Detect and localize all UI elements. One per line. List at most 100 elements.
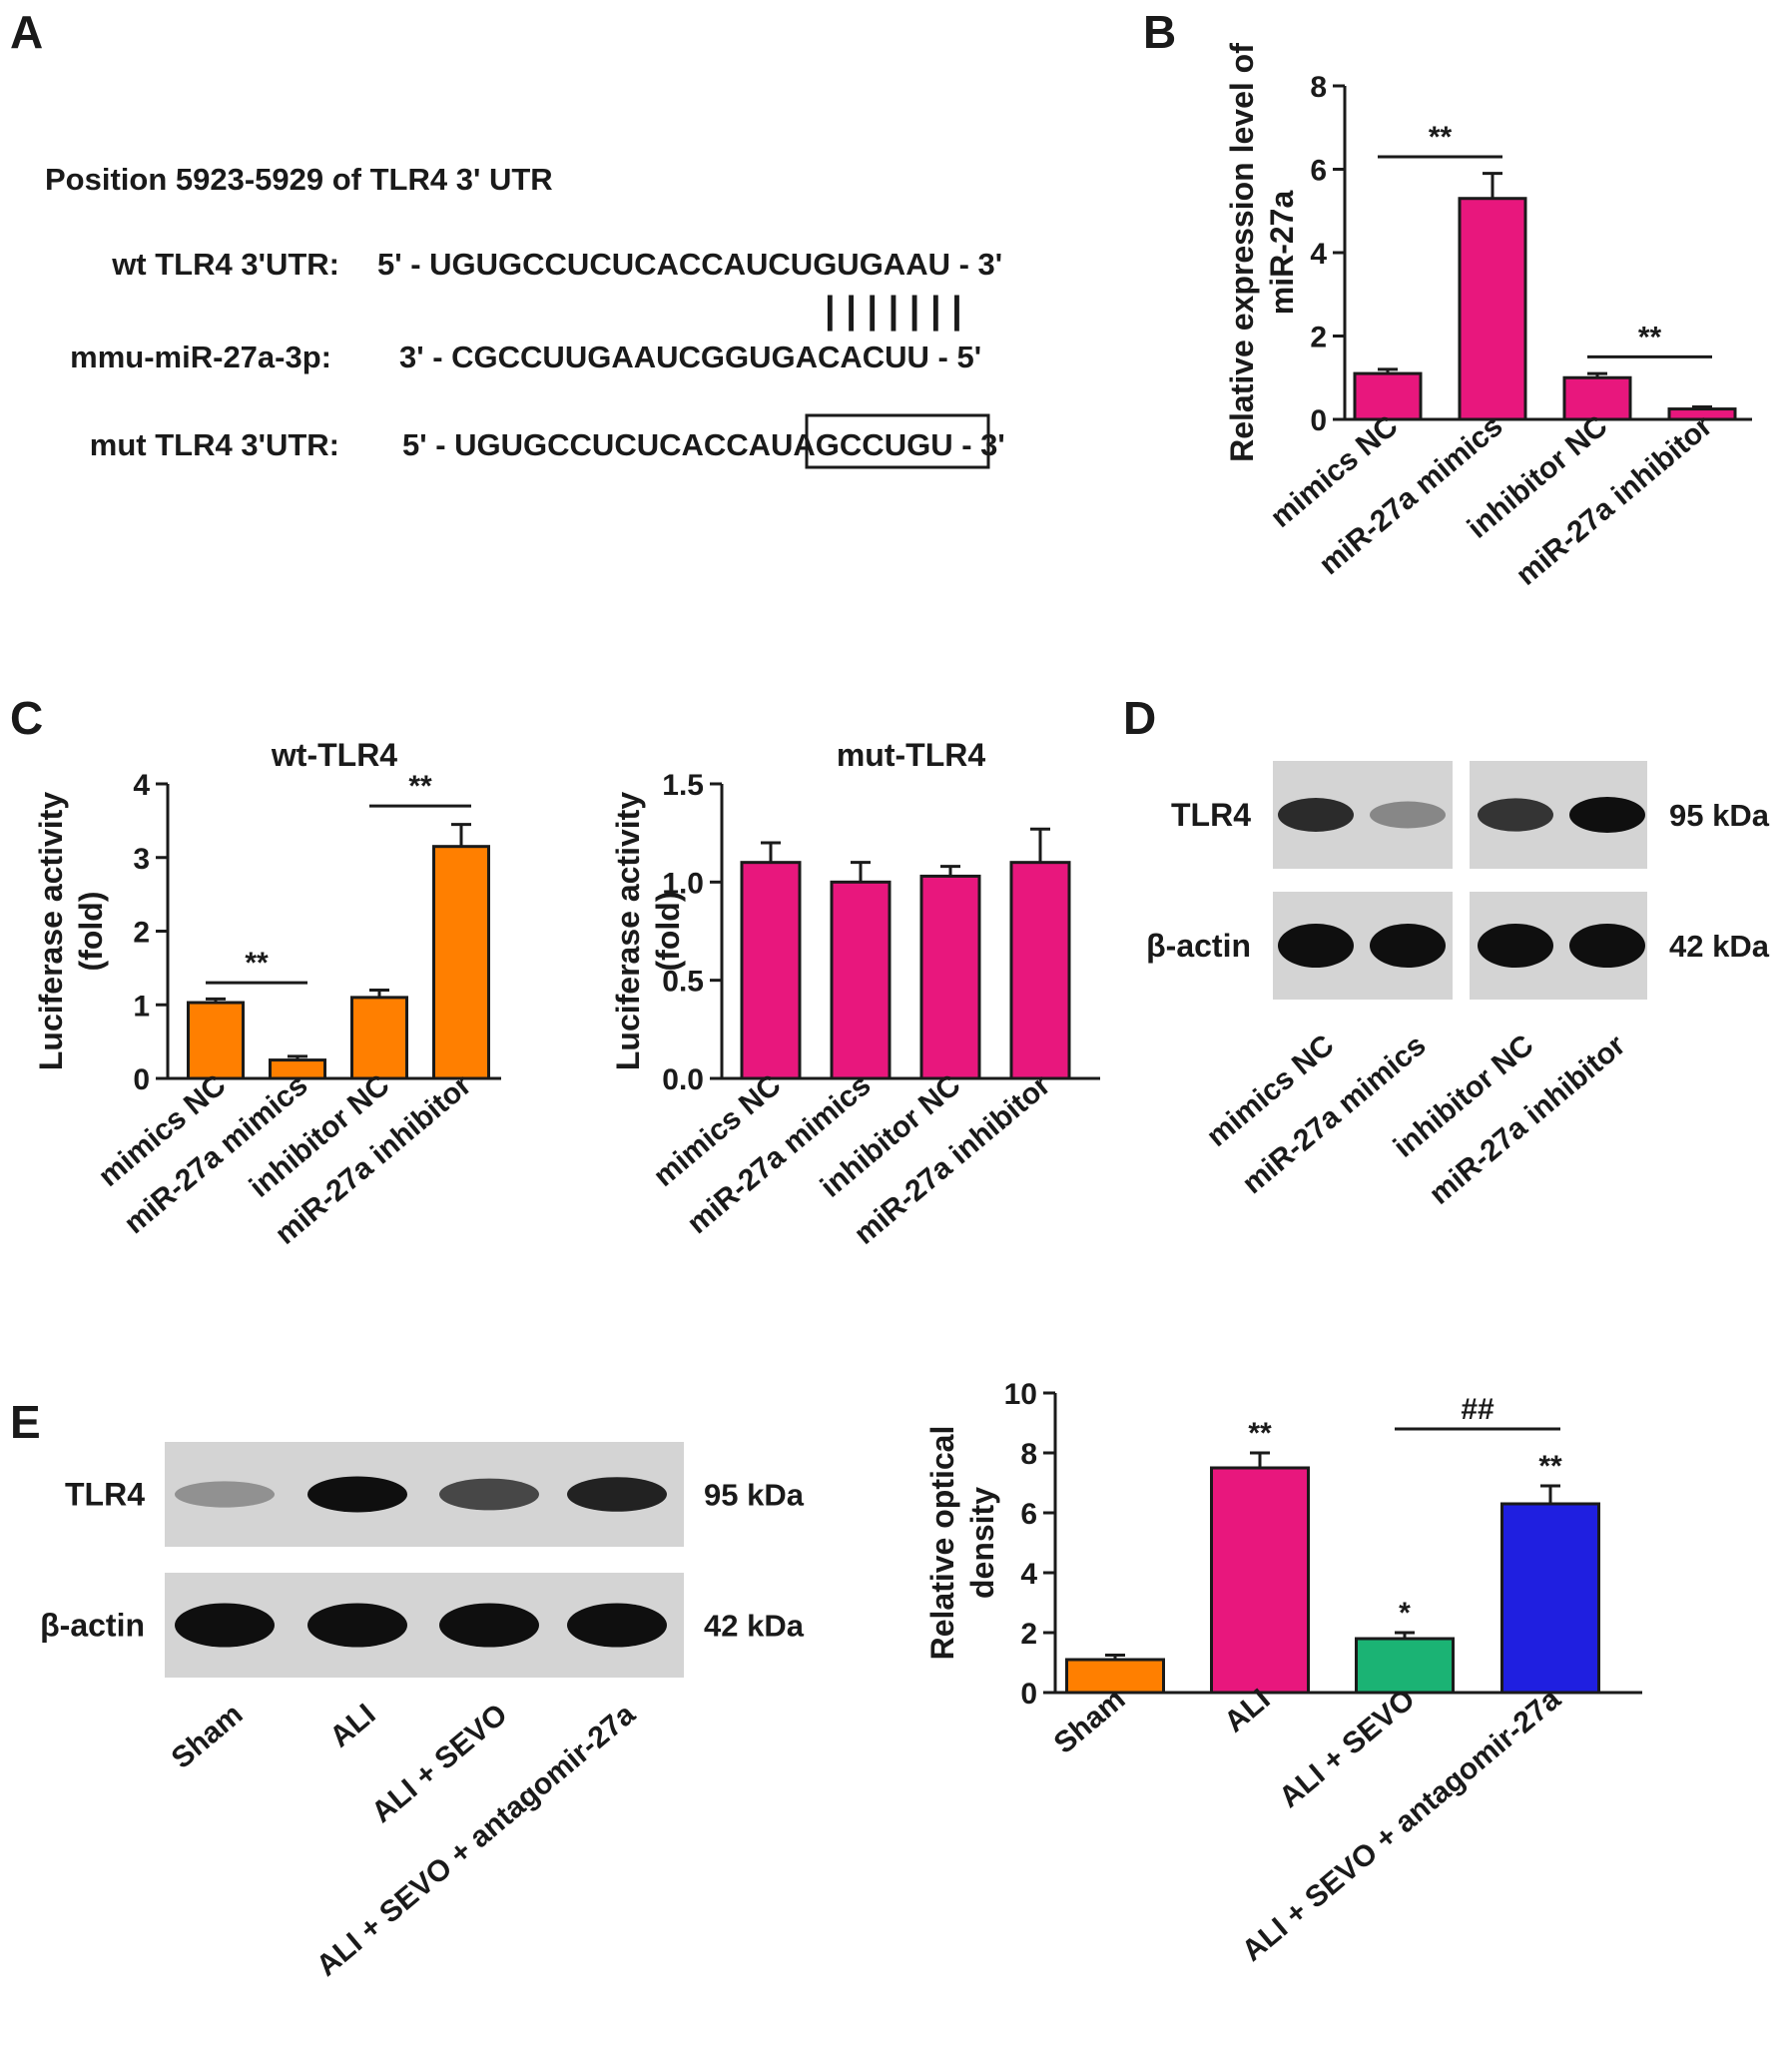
blot-band bbox=[1569, 924, 1645, 968]
blot-band bbox=[1370, 801, 1446, 829]
mirna-sequence: 3' - CGCCUUGAAUCGGUGACACUU - 5' bbox=[399, 340, 981, 374]
bar bbox=[1355, 1637, 1455, 1695]
y-axis-label: Relative expression level of miR-27a bbox=[1224, 43, 1300, 462]
blot-kda-label: 42 kDa bbox=[1669, 929, 1770, 964]
blot-row-label: β-actin bbox=[40, 1608, 145, 1644]
significance-label: ** bbox=[245, 947, 269, 980]
blot-band bbox=[175, 1603, 275, 1648]
blot-band bbox=[1370, 924, 1446, 968]
mut-sequence: 5' - UGUGCCUCUCACCAUAGCCUGU - 3' bbox=[402, 427, 1005, 462]
bar-significance-label: * bbox=[1399, 1597, 1411, 1630]
blot-lane-label: Sham bbox=[166, 1698, 250, 1775]
y-axis-label-line: density bbox=[964, 1487, 1000, 1599]
y-axis-label-line: (fold) bbox=[650, 892, 686, 972]
blot-kda-label: 95 kDa bbox=[1669, 798, 1770, 833]
y-tick-label: 6 bbox=[1310, 155, 1327, 188]
y-tick-label: 0 bbox=[133, 1063, 150, 1096]
bar bbox=[1562, 375, 1632, 421]
y-tick-label: 1.0 bbox=[662, 867, 704, 900]
panel-letter-d: D bbox=[1123, 692, 1156, 744]
blot-kda-label: 42 kDa bbox=[704, 1609, 805, 1644]
y-axis-label-line: Luciferase activity bbox=[33, 792, 69, 1070]
blot-row-label: TLR4 bbox=[65, 1477, 145, 1513]
mutation-box bbox=[805, 413, 990, 469]
y-tick-label: 2 bbox=[133, 917, 150, 950]
base-pairing-marks: | | | | | | | bbox=[825, 290, 962, 332]
chart-title: wt-TLR4 bbox=[271, 737, 397, 773]
bar bbox=[432, 845, 490, 1080]
y-tick-label: 4 bbox=[133, 769, 150, 802]
y-tick-label: 1.5 bbox=[662, 769, 704, 802]
y-tick-label: 0 bbox=[1020, 1678, 1037, 1711]
bar bbox=[919, 874, 981, 1080]
blot-band bbox=[1278, 924, 1354, 968]
blot-band bbox=[439, 1603, 539, 1648]
chart-title: mut-TLR4 bbox=[837, 737, 986, 773]
sequence-heading: Position 5923-5929 of TLR4 3' UTR bbox=[45, 162, 553, 197]
y-tick-label: 4 bbox=[1310, 238, 1327, 271]
y-axis-label-line: Luciferase activity bbox=[610, 792, 646, 1070]
panel-letter-b: B bbox=[1143, 6, 1176, 58]
blot-band bbox=[439, 1478, 539, 1511]
y-axis-label-line: (fold) bbox=[73, 892, 109, 972]
bar-significance-label: ** bbox=[1248, 1417, 1272, 1450]
wt-label: wt TLR4 3'UTR: bbox=[111, 247, 339, 282]
wt-sequence: 5' - UGUGCCUCUCACCAUCUGUGAAU - 3' bbox=[377, 247, 1002, 282]
blot-band bbox=[1478, 924, 1553, 968]
blot-row-label: β-actin bbox=[1146, 928, 1251, 964]
blot-band bbox=[1278, 798, 1354, 832]
y-tick-label: 0.0 bbox=[662, 1063, 704, 1096]
y-axis-label: Luciferase activity (fold) bbox=[610, 792, 686, 1070]
chart-c-mut: 0.0 0.5 1.0 1.5 mut-TLR4 Luciferase activity(… bbox=[610, 737, 1100, 1251]
bar bbox=[740, 861, 802, 1080]
significance-label: ** bbox=[1429, 121, 1453, 154]
panel-letter-c: C bbox=[10, 692, 43, 744]
category-label: Sham bbox=[1048, 1683, 1132, 1760]
y-axis-label-line: miR-27a bbox=[1264, 191, 1300, 316]
y-tick-label: 8 bbox=[1310, 71, 1327, 104]
blot-band bbox=[1569, 797, 1645, 833]
y-tick-label: 3 bbox=[133, 843, 150, 876]
blot-lane-label: ALI bbox=[323, 1698, 381, 1753]
y-tick-label: 1 bbox=[133, 990, 150, 1023]
y-axis-label-line: Relative optical bbox=[924, 1426, 960, 1661]
blot-band bbox=[307, 1603, 407, 1648]
blot-row-label: TLR4 bbox=[1171, 797, 1251, 833]
y-tick-label: 2 bbox=[1020, 1618, 1037, 1651]
bar bbox=[1353, 371, 1423, 421]
bar-significance-label: ** bbox=[1538, 1450, 1562, 1483]
blot-band bbox=[307, 1476, 407, 1513]
mut-label: mut TLR4 3'UTR: bbox=[90, 427, 339, 462]
y-tick-label: 8 bbox=[1020, 1438, 1037, 1471]
significance-label: ** bbox=[1638, 321, 1662, 353]
mirna-label: mmu-miR-27a-3p: bbox=[70, 340, 331, 374]
blot-band bbox=[567, 1477, 667, 1512]
y-tick-label: 4 bbox=[1020, 1558, 1037, 1591]
bar bbox=[1210, 1466, 1310, 1695]
y-tick-label: 0 bbox=[1310, 404, 1327, 437]
blot-band bbox=[1478, 798, 1553, 832]
category-label: miR-27a inhibitor bbox=[1510, 409, 1719, 592]
category-label: ALI + SEVO bbox=[1273, 1683, 1421, 1814]
bar bbox=[1458, 197, 1527, 421]
category-label: miR-27a mimics bbox=[1313, 409, 1508, 581]
significance-label: ## bbox=[1461, 1393, 1494, 1426]
y-tick-label: 10 bbox=[1004, 1378, 1037, 1411]
panel-letter-a: A bbox=[10, 6, 43, 58]
bar bbox=[187, 1001, 245, 1080]
panel-letter-e: E bbox=[10, 1396, 41, 1448]
y-axis-label: Luciferase activity (fold) bbox=[33, 792, 109, 1070]
blot-band bbox=[175, 1481, 275, 1508]
y-axis-label-line: Relative expression level of bbox=[1224, 43, 1260, 462]
y-axis-label: Relative optical density bbox=[924, 1426, 1000, 1661]
sequence-alignment: Position 5923-5929 of TLR4 3' UTR wt TLR… bbox=[45, 162, 1005, 469]
y-tick-label: 6 bbox=[1020, 1498, 1037, 1531]
bar bbox=[350, 996, 408, 1080]
category-label: ALI + SEVO + antagomir-27a bbox=[1236, 1683, 1567, 1968]
